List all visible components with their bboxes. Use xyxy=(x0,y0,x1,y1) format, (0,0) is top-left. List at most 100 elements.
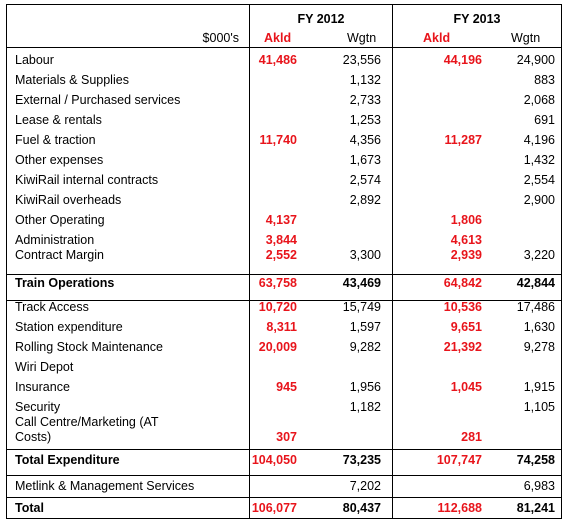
cell-w13: 17,486 xyxy=(516,300,555,314)
row-label: Train Operations xyxy=(15,276,115,290)
cell-w12: 23,556 xyxy=(342,53,381,67)
row-label: Costs) xyxy=(15,430,52,444)
cell-w12: 15,749 xyxy=(342,300,381,314)
cell-a12: 307 xyxy=(276,430,297,444)
cell-a13: 21,392 xyxy=(443,340,482,354)
cell-w12: 2,574 xyxy=(349,173,381,187)
cell-w13: 6,983 xyxy=(523,479,555,493)
expenditure-table: FY 2012 FY 2013 $000's Akld Wgtn Akld Wg… xyxy=(6,4,562,519)
wgtn-2012-header: Wgtn xyxy=(347,31,377,45)
cell-a12: 41,486 xyxy=(258,53,297,67)
fy2013-header: FY 2013 xyxy=(453,12,501,26)
cell-w13: 4,196 xyxy=(523,133,555,147)
cell-w13: 81,241 xyxy=(516,501,555,515)
cell-w12: 7,202 xyxy=(349,479,381,493)
cell-a13: 10,536 xyxy=(443,300,482,314)
cell-w12: 3,300 xyxy=(349,248,381,262)
fy2012-header: FY 2012 xyxy=(297,12,345,26)
row-divider xyxy=(7,475,561,476)
cell-w13: 74,258 xyxy=(516,453,555,467)
cell-a13: 11,287 xyxy=(444,133,482,147)
row-divider xyxy=(7,497,561,498)
cell-w13: 1,915 xyxy=(523,380,555,394)
cell-a13: 112,688 xyxy=(437,501,483,515)
cell-w12: 1,597 xyxy=(349,320,381,334)
cell-w12: 1,956 xyxy=(349,380,381,394)
cell-w12: 73,235 xyxy=(342,453,381,467)
row-label: KiwiRail overheads xyxy=(15,193,122,207)
row-divider xyxy=(7,449,561,450)
row-label: Total xyxy=(15,501,44,515)
row-label: Lease & rentals xyxy=(15,113,102,127)
column-divider xyxy=(249,5,250,518)
units-label: $000's xyxy=(202,31,239,45)
row-label: External / Purchased services xyxy=(15,93,181,107)
akld-2013-header: Akld xyxy=(423,31,451,45)
cell-w12: 1,253 xyxy=(349,113,381,127)
row-label: Station expenditure xyxy=(15,320,123,334)
cell-a12: 8,311 xyxy=(266,320,297,334)
cell-a13: 64,842 xyxy=(443,276,482,290)
cell-w13: 3,220 xyxy=(523,248,555,262)
row-label: Rolling Stock Maintenance xyxy=(15,340,163,354)
cell-w13: 9,278 xyxy=(523,340,555,354)
cell-a12: 63,758 xyxy=(258,276,297,290)
cell-a12: 3,844 xyxy=(265,233,297,247)
cell-w12: 4,356 xyxy=(349,133,381,147)
row-divider xyxy=(7,300,561,301)
cell-w13: 1,105 xyxy=(523,400,555,414)
row-divider xyxy=(7,47,561,48)
cell-w12: 1,132 xyxy=(349,73,381,87)
cell-a13: 1,806 xyxy=(450,213,482,227)
cell-w12: 80,437 xyxy=(342,501,381,515)
cell-a13: 4,613 xyxy=(450,233,482,247)
cell-a12: 11,740 xyxy=(259,133,297,147)
cell-a12: 104,050 xyxy=(251,453,297,467)
cell-a13: 44,196 xyxy=(443,53,482,67)
cell-a12: 4,137 xyxy=(265,213,297,227)
row-label: KiwiRail internal contracts xyxy=(15,173,159,187)
cell-w12: 1,673 xyxy=(349,153,381,167)
cell-w13: 1,630 xyxy=(523,320,555,334)
cell-a12: 945 xyxy=(276,380,297,394)
cell-w12: 1,182 xyxy=(349,400,381,414)
row-label: Labour xyxy=(15,53,54,67)
cell-w13: 2,900 xyxy=(523,193,555,207)
cell-w13: 883 xyxy=(534,73,555,87)
row-label: Materials & Supplies xyxy=(15,73,129,87)
row-label: Other Operating xyxy=(15,213,105,227)
row-label: Security xyxy=(15,400,61,414)
cell-a13: 281 xyxy=(461,430,482,444)
cell-w13: 691 xyxy=(534,113,555,127)
cell-a12: 20,009 xyxy=(258,340,297,354)
cell-w13: 2,554 xyxy=(523,173,555,187)
cell-a13: 1,045 xyxy=(450,380,482,394)
row-label: Insurance xyxy=(15,380,70,394)
row-label: Administration xyxy=(15,233,95,247)
cell-w12: 2,892 xyxy=(349,193,381,207)
row-label: Wiri Depot xyxy=(15,360,74,374)
cell-a13: 9,651 xyxy=(450,320,482,334)
cell-a13: 2,939 xyxy=(450,248,482,262)
cell-a12: 2,552 xyxy=(265,248,297,262)
cell-w13: 2,068 xyxy=(523,93,555,107)
row-label: Fuel & traction xyxy=(15,133,96,147)
cell-a12: 10,720 xyxy=(258,300,297,314)
column-divider xyxy=(392,5,393,518)
cell-a13: 107,747 xyxy=(436,453,482,467)
row-label: Contract Margin xyxy=(15,248,104,262)
cell-a12: 106,077 xyxy=(251,501,297,515)
wgtn-2013-header: Wgtn xyxy=(511,31,541,45)
cell-w13: 42,844 xyxy=(516,276,555,290)
cell-w12: 9,282 xyxy=(349,340,381,354)
row-divider xyxy=(7,274,561,275)
cell-w12: 2,733 xyxy=(349,93,381,107)
akld-2012-header: Akld xyxy=(264,31,292,45)
row-label: Total Expenditure xyxy=(15,453,120,467)
cell-w13: 24,900 xyxy=(516,53,555,67)
row-label: Call Centre/Marketing (AT xyxy=(15,415,159,429)
cell-w13: 1,432 xyxy=(523,153,555,167)
row-label: Other expenses xyxy=(15,153,104,167)
row-label: Metlink & Management Services xyxy=(15,479,195,493)
row-label: Track Access xyxy=(15,300,89,314)
